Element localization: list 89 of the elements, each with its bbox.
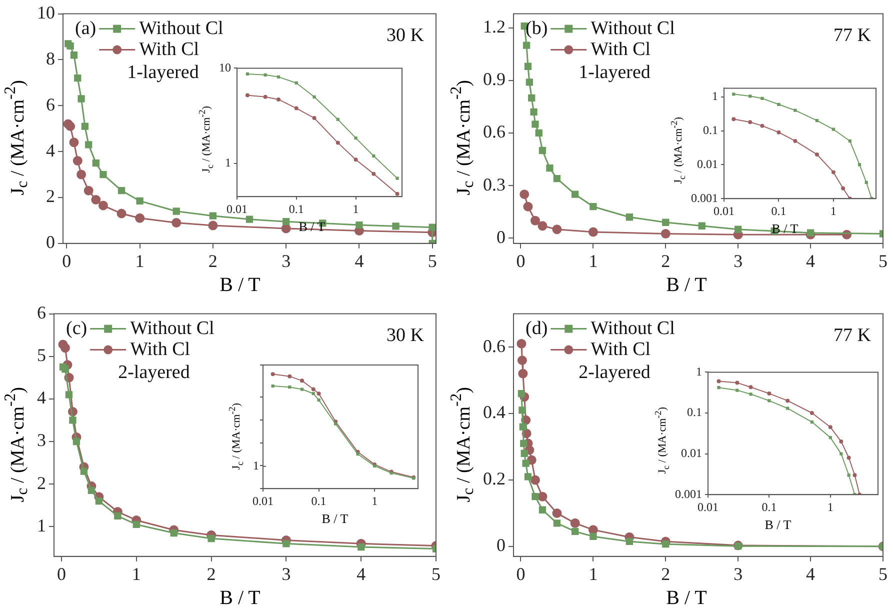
y-tick-label: 8 (46, 48, 55, 68)
legend-label: With Cl (130, 338, 190, 360)
y-tick-label: 6 (46, 94, 55, 114)
annotation: 77 K (834, 324, 872, 346)
y-tick-label: 0.01 (697, 156, 718, 171)
y-tick-label: 1.2 (483, 16, 506, 37)
y-tick-label: 2 (37, 472, 46, 493)
x-tick-label: 5 (432, 564, 440, 584)
x-tick-label: 2 (206, 564, 216, 584)
y-tick-label: 0.6 (483, 122, 506, 142)
x-tick-label: 2 (208, 250, 218, 271)
y-tick-label: 0.1 (703, 122, 718, 137)
legend-label: With Cl (590, 338, 651, 360)
x-axis-title: B / T (665, 587, 708, 609)
y-tick-label: 0.3 (483, 174, 506, 194)
x-tick-label: 0.1 (311, 494, 326, 508)
x-tick-label: 0.1 (288, 202, 304, 216)
legend-label: Without Cl (590, 318, 675, 339)
x-tick-label: 0 (516, 564, 526, 584)
x-tick-label: 1 (135, 250, 144, 271)
y-tick-label: 1 (696, 364, 702, 378)
x-axis-title: B / T (320, 511, 350, 526)
y-tick-label: 4 (37, 388, 46, 408)
x-tick-label: 5 (428, 250, 437, 271)
x-tick-label: 1 (588, 250, 598, 271)
x-tick-label: 0.01 (714, 204, 734, 218)
annotation: 30 K (386, 24, 424, 46)
legend-label: With Cl (590, 38, 651, 60)
x-tick-label: 2 (661, 250, 670, 271)
x-tick-label: 5 (878, 250, 888, 271)
y-tick-label: 6 (37, 302, 46, 323)
x-tick-label: 0.1 (771, 204, 786, 218)
x-tick-label: 3 (734, 564, 743, 584)
x-tick-label: 4 (806, 564, 816, 584)
x-tick-label: 5 (878, 564, 888, 584)
y-tick-label: 1 (712, 89, 718, 104)
y-tick-label: 0 (46, 232, 55, 252)
annotation: (d) (526, 318, 548, 339)
x-tick-label: 3 (734, 250, 743, 271)
x-tick-label: 0.01 (252, 494, 274, 508)
y-tick-label: 0 (496, 226, 506, 247)
x-tick-label: 3 (282, 250, 291, 271)
x-axis-title: B / T (764, 517, 792, 532)
x-axis-title: B / T (218, 274, 262, 296)
y-tick-label: 10 (219, 60, 231, 74)
annotation: (a) (75, 18, 96, 39)
x-tick-label: 0 (62, 250, 72, 271)
annotation: 2-layered (578, 362, 651, 383)
x-tick-label: 4 (806, 250, 816, 271)
x-tick-label: 1 (372, 494, 378, 508)
y-tick-label: 0.6 (483, 336, 506, 356)
legend-label: With Cl (139, 38, 200, 60)
y-tick-label: 0.9 (483, 69, 506, 90)
legend-label: Without Cl (130, 318, 214, 339)
annotation: 1 (253, 458, 259, 473)
x-tick-label: 1 (132, 564, 141, 584)
annotation: 77 K (834, 24, 872, 46)
y-tick-label: 3 (37, 430, 46, 450)
y-tick-label: 5 (37, 345, 46, 366)
annotation: 1-layered (127, 62, 200, 83)
y-tick-label: 0.001 (691, 190, 718, 205)
y-tick-label: 0 (496, 535, 506, 556)
legend-label: Without Cl (590, 18, 675, 39)
legend-label: Without Cl (139, 18, 224, 39)
x-tick-label: 1 (352, 202, 359, 216)
y-tick-label: 10 (37, 2, 55, 23)
x-tick-label: 0.1 (762, 500, 777, 514)
x-tick-label: 1 (588, 564, 598, 584)
y-tick-label: 0.4 (483, 402, 506, 422)
x-axis-title: B / T (665, 274, 708, 296)
y-tick-label: 0.01 (681, 446, 702, 460)
annotation: (c) (66, 318, 88, 339)
annotation: (b) (526, 18, 548, 39)
y-tick-label: 0.1 (687, 405, 702, 420)
y-tick-label: 0.001 (675, 486, 702, 501)
x-tick-label: 2 (661, 564, 670, 584)
y-tick-label: 4 (46, 140, 55, 160)
x-tick-label: 1 (830, 204, 836, 218)
x-tick-label: 3 (282, 564, 291, 584)
annotation: 30 K (386, 324, 424, 346)
y-tick-label: 1 (37, 515, 46, 536)
y-tick-label: 0.2 (483, 468, 506, 489)
x-axis-title: B / T (218, 587, 262, 609)
annotation: 1-layered (578, 62, 651, 83)
x-tick-label: 1 (827, 500, 834, 514)
x-tick-label: 4 (354, 250, 364, 271)
x-tick-label: 4 (356, 564, 366, 584)
annotation: 2-layered (118, 362, 190, 383)
x-tick-label: 0 (516, 250, 526, 271)
